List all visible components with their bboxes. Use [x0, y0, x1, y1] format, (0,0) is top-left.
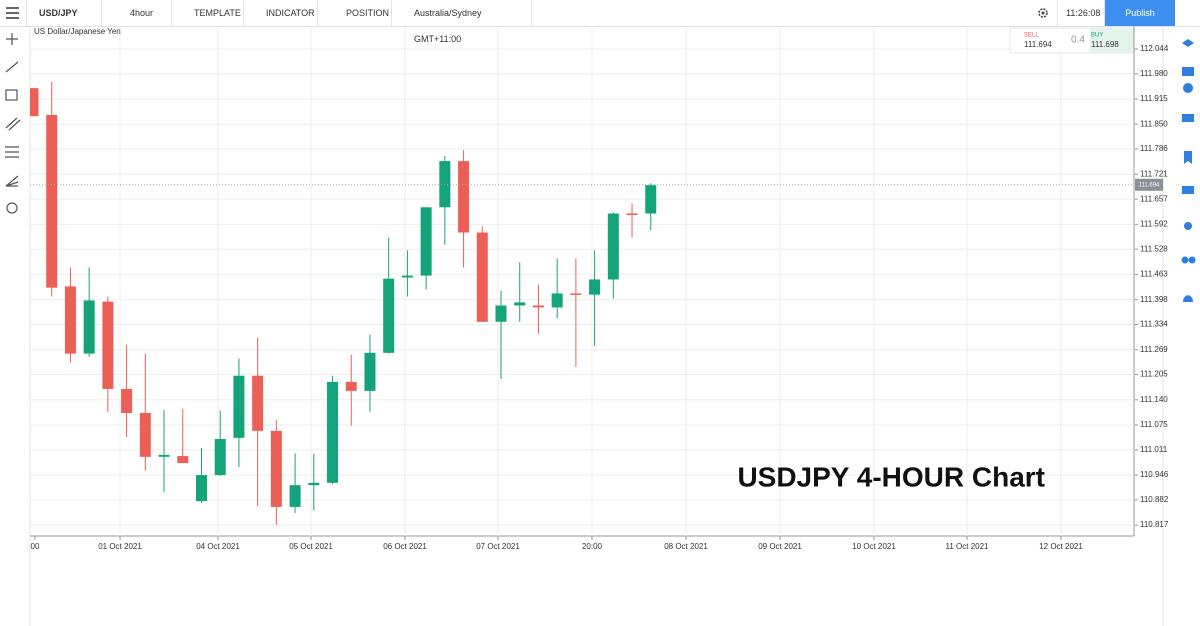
y-tick-label: 111.915: [1140, 94, 1168, 103]
quote-box[interactable]: SELL 111.694 0.4 BUY 111.698: [1009, 27, 1134, 54]
toolbar: USD/JPY 4hour TEMPLATE INDICATOR POSITIO…: [0, 0, 1200, 44]
buy-label: BUY: [1091, 33, 1103, 39]
x-tick-label: 05 Oct 2021: [289, 542, 333, 551]
clock: 11:26:08: [1057, 0, 1105, 26]
y-tick-label: 111.140: [1140, 395, 1168, 404]
y-tick-label: 111.463: [1140, 270, 1168, 279]
candle-body: [532, 305, 544, 308]
candle-body: [270, 430, 282, 507]
x-tick-label: 00: [31, 542, 40, 551]
candle-body: [626, 213, 638, 216]
template[interactable]: TEMPLATE: [172, 0, 244, 26]
x-tick-label: 09 Oct 2021: [758, 542, 802, 551]
timezone[interactable]: Australia/Sydney GMT+11:00: [392, 0, 532, 44]
y-tick-label: 111.786: [1140, 144, 1168, 153]
candle-body: [30, 88, 39, 117]
candle-body: [458, 161, 470, 233]
y-tick-label: 110.817: [1140, 520, 1169, 529]
candle-body: [327, 381, 339, 483]
y-tick-label: 111.657: [1140, 194, 1168, 203]
x-tick-label: 10 Oct 2021: [852, 542, 896, 551]
candles: [30, 81, 657, 526]
candle-body: [476, 232, 488, 322]
candle-body: [308, 482, 320, 486]
x-tick-label: 12 Oct 2021: [1039, 542, 1083, 551]
candle-body: [139, 412, 151, 457]
chart-title: USDJPY 4-HOUR Chart: [737, 461, 1045, 492]
y-tick-label: 111.269: [1140, 345, 1168, 354]
current-price-tag: [1135, 178, 1163, 191]
candle-body: [177, 456, 189, 464]
symbol[interactable]: USD/JPY: [26, 0, 102, 26]
x-tick-label: 20:00: [582, 542, 603, 551]
candle-body: [289, 485, 301, 507]
drawing-tools[interactable]: [5, 33, 21, 214]
sell-label: SELL: [1024, 33, 1039, 39]
y-tick-label: 112.044: [1140, 44, 1169, 53]
candle-body: [46, 114, 58, 288]
candle-body: [420, 207, 432, 276]
publish-button[interactable]: Publish: [1105, 0, 1175, 26]
candle-body: [64, 286, 76, 354]
candle-body: [551, 293, 563, 308]
y-tick-label: 111.011: [1140, 445, 1168, 454]
candle-body: [645, 185, 657, 214]
interval[interactable]: 4hour: [102, 0, 172, 26]
chart: 112.044 111.980 111.915 111.850 111.786 111.7…: [5, 26, 1196, 626]
buy-price: 111.698: [1091, 40, 1119, 49]
candle-body: [495, 305, 507, 322]
y-tick-label: 110.946: [1140, 470, 1169, 479]
candle-body: [570, 293, 582, 295]
candle-body: [102, 301, 114, 389]
right-tools[interactable]: [1181, 39, 1196, 302]
candle-body: [158, 454, 170, 457]
y-tick-label: 111.205: [1140, 370, 1168, 379]
current-price-label: 111.694: [1139, 182, 1160, 188]
chart-subtitle: US Dollar/Japanese Yen: [34, 27, 121, 36]
candle-body: [195, 475, 207, 502]
candle-body: [121, 388, 133, 413]
x-tick-label: 08 Oct 2021: [664, 542, 708, 551]
position[interactable]: POSITION: [318, 0, 392, 26]
x-tick-label: 07 Oct 2021: [476, 542, 520, 551]
y-tick-label: 111.334: [1140, 320, 1168, 329]
menu-icon[interactable]: [6, 7, 20, 19]
candle-body: [233, 375, 245, 438]
candle-body: [383, 278, 395, 353]
candle-body: [83, 300, 95, 354]
x-tick-label: 04 Oct 2021: [196, 542, 240, 551]
spread: 0.4: [1071, 35, 1085, 46]
y-tick-label: 111.528: [1140, 244, 1168, 253]
candle-body: [589, 279, 601, 295]
y-tick-label: 111.398: [1140, 295, 1168, 304]
y-tick-label: 111.721: [1140, 169, 1168, 178]
candle-body: [214, 438, 226, 476]
settings-icon[interactable]: [1037, 7, 1049, 19]
y-tick-label: 111.075: [1140, 420, 1168, 429]
y-tick-label: 111.980: [1140, 69, 1168, 78]
x-tick-label: 06 Oct 2021: [383, 542, 427, 551]
y-tick-label: 111.592: [1140, 219, 1168, 228]
x-tick-label: 11 Oct 2021: [946, 542, 990, 551]
y-tick-label: 110.882: [1140, 495, 1169, 504]
sell-price: 111.694: [1024, 40, 1052, 49]
candle-body: [401, 275, 413, 278]
candle-body: [514, 302, 526, 306]
y-tick-label: 111.850: [1140, 119, 1168, 128]
candle-body: [364, 352, 376, 391]
candle-body: [607, 213, 619, 280]
indicator[interactable]: INDICATOR: [244, 0, 318, 26]
x-tick-label: 01 Oct 2021: [98, 542, 142, 551]
candle-body: [439, 161, 451, 208]
candle-body: [252, 375, 264, 431]
candle-body: [345, 381, 357, 391]
